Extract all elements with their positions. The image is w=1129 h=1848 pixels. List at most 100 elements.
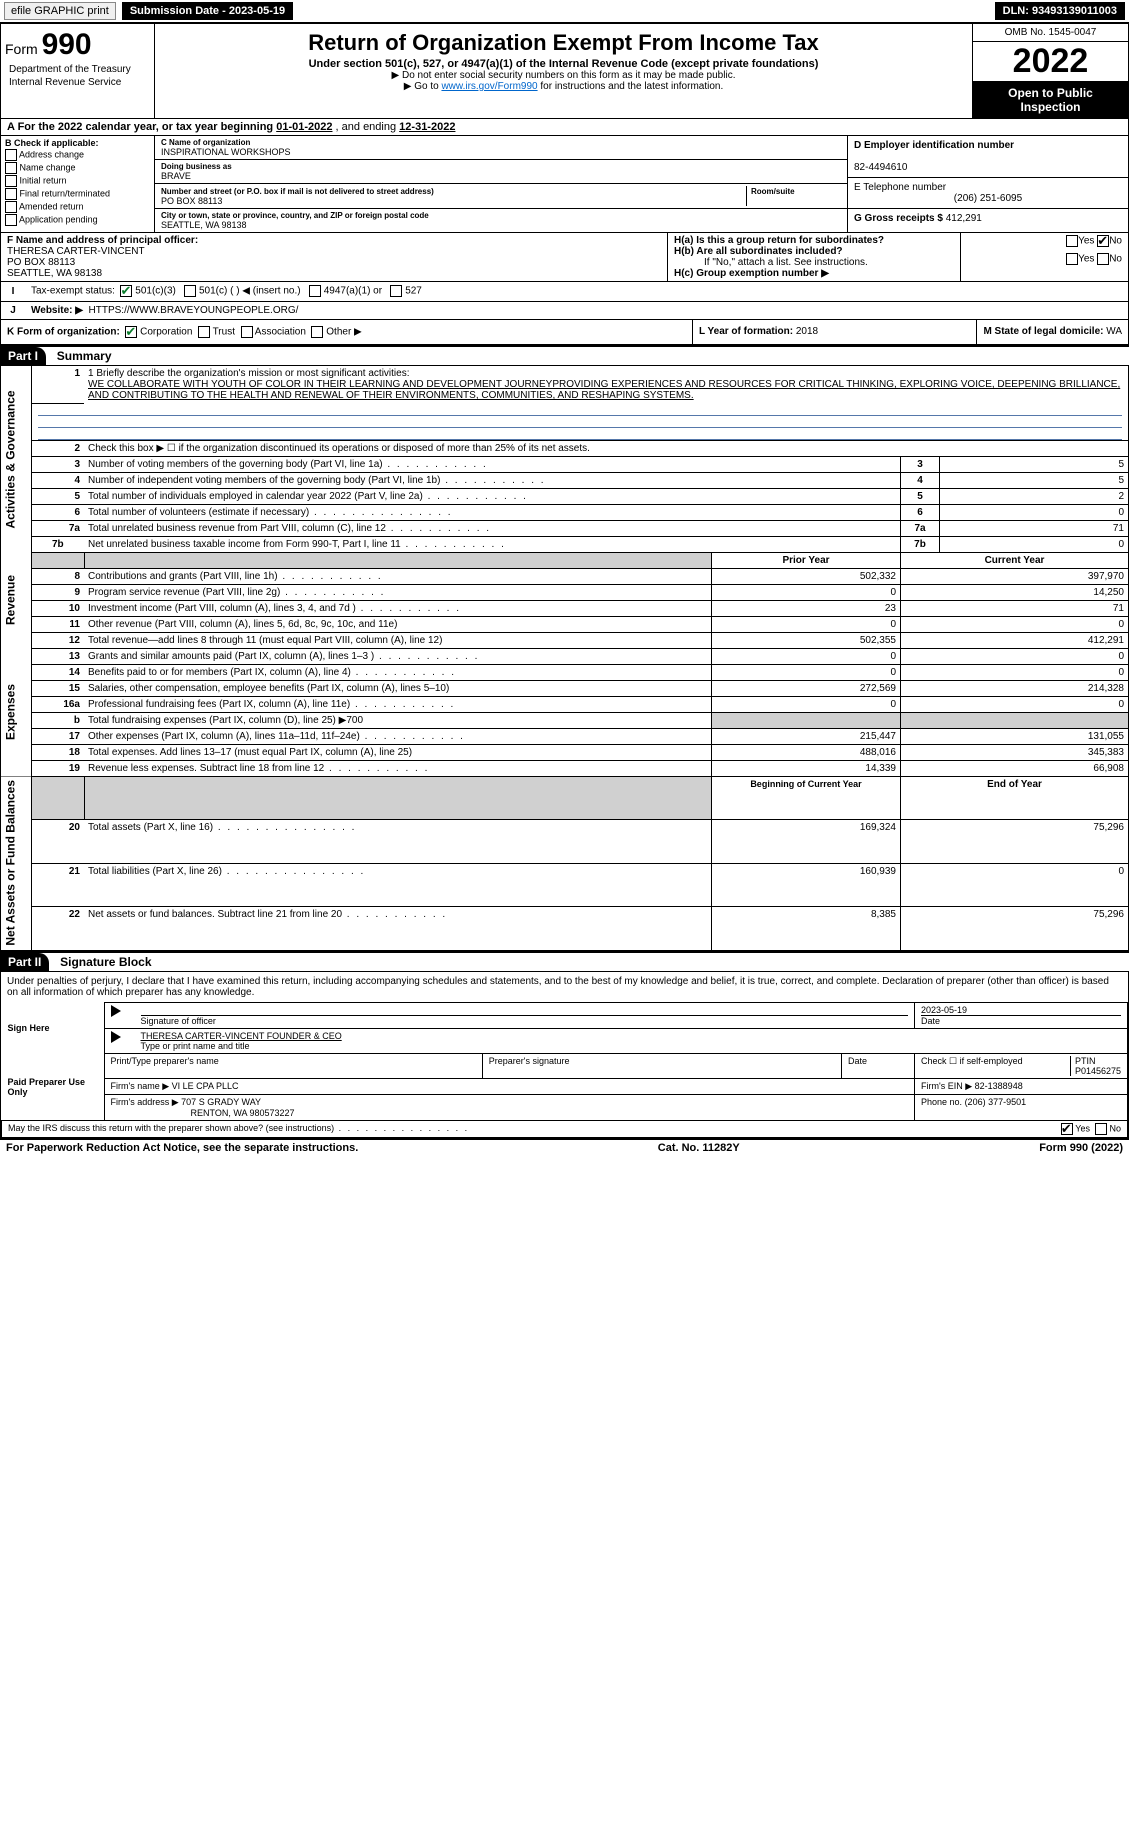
side-netassets: Net Assets or Fund Balances [1,776,32,951]
chk-initial-return[interactable]: Initial return [5,175,150,187]
chk-corp[interactable] [125,326,137,338]
part2-badge: Part II [0,953,49,971]
section-h-yesno: Yes No Yes No [961,233,1128,281]
chk-4947[interactable] [309,285,321,297]
note-ssn: ▶ Do not enter social security numbers o… [161,70,966,81]
officer-addr1: PO BOX 88113 [7,257,75,268]
state-dom-val: WA [1106,326,1122,337]
section-b-checkboxes: B Check if applicable: Address change Na… [1,136,155,232]
chk-other[interactable] [311,326,323,338]
exp-row: 17Other expenses (Part IX, column (A), l… [1,728,1129,744]
prep-phone-val: (206) 377-9501 [965,1097,1027,1107]
col-current: Current Year [901,552,1129,568]
sig-officer-lbl: Signature of officer [141,1015,909,1026]
col-eoy: End of Year [901,776,1129,820]
discuss-yes[interactable] [1061,1123,1073,1135]
city-value: SEATTLE, WA 98138 [161,220,841,230]
open-public-badge: Open to Public Inspection [973,82,1128,118]
gross-value: 412,291 [946,213,982,224]
section-a-period: A For the 2022 calendar year, or tax yea… [0,119,1129,136]
summary-table: Activities & Governance 1 1 Briefly desc… [0,365,1129,951]
section-klm: K Form of organization: Corporation Trus… [0,320,1129,345]
page-footer: For Paperwork Reduction Act Notice, see … [0,1139,1129,1156]
firm-addr-lbl: Firm's address ▶ [111,1097,179,1107]
officer-lbl: F Name and address of principal officer: [7,235,198,246]
sign-here-lbl: Sign Here [2,1003,105,1054]
exp-row: 14Benefits paid to or for members (Part … [1,664,1129,680]
chk-address-change[interactable]: Address change [5,149,150,161]
city-lbl: City or town, state or province, country… [161,211,841,220]
officer-name: THERESA CARTER-VINCENT [7,246,145,257]
prep-phone-lbl: Phone no. [921,1097,962,1107]
firm-ein-lbl: Firm's EIN ▶ [921,1081,972,1091]
ein-lbl: D Employer identification number [854,140,1014,151]
footer-right: Form 990 (2022) [1039,1142,1123,1154]
sig-date: 2023-05-19 [921,1005,967,1015]
website-lbl: Website: ▶ [31,305,83,316]
line2-text: Check this box ▶ ☐ if the organization d… [84,440,1129,456]
mission-text: WE COLLABORATE WITH YOUTH OF COLOR IN TH… [88,379,1120,401]
tax-year: 2022 [973,42,1128,82]
ha-yes[interactable] [1066,235,1078,247]
gov-row: 4Number of independent voting members of… [1,472,1129,488]
gov-row: 5Total number of individuals employed in… [1,488,1129,504]
hb-no[interactable] [1097,253,1109,265]
rev-row: 10Investment income (Part VIII, column (… [1,600,1129,616]
dln-label: DLN: 93493139011003 [995,2,1125,20]
discuss-text: May the IRS discuss this return with the… [8,1123,469,1133]
firm-name-lbl: Firm's name ▶ [111,1081,170,1091]
state-dom-lbl: M State of legal domicile: [983,326,1103,337]
rev-row: 12Total revenue—add lines 8 through 11 (… [1,632,1129,648]
firm-ein-val: 82-1388948 [975,1081,1023,1091]
form-subtitle: Under section 501(c), 527, or 4947(a)(1)… [161,58,966,70]
arrow-icon [111,1005,121,1017]
firm-name-val: VI LE CPA PLLC [172,1081,239,1091]
chk-name-change[interactable]: Name change [5,162,150,174]
chk-527[interactable] [390,285,402,297]
arrow-icon [111,1031,121,1043]
section-j-website: J Website: ▶ HTTPS://WWW.BRAVEYOUNGPEOPL… [0,302,1129,320]
ptin-val: P01456275 [1075,1066,1121,1076]
form-number: Form 990 [5,28,150,62]
submission-date-btn[interactable]: Submission Date - 2023-05-19 [122,2,293,20]
chk-trust[interactable] [198,326,210,338]
hb-text: H(b) Are all subordinates included? [674,246,843,257]
officer-group-block: F Name and address of principal officer:… [0,233,1129,282]
efile-print-btn[interactable]: efile GRAPHIC print [4,2,116,20]
irs-link[interactable]: www.irs.gov/Form990 [441,81,537,92]
part1-header-row: Part I Summary [0,345,1129,365]
discuss-no[interactable] [1095,1123,1107,1135]
gov-row: 6Total number of volunteers (estimate if… [1,504,1129,520]
officer-name-val: THERESA CARTER-VINCENT FOUNDER & CEO [141,1031,342,1041]
hb-note: If "No," attach a list. See instructions… [674,257,954,268]
org-name: INSPIRATIONAL WORKSHOPS [161,147,841,157]
hb-yes[interactable] [1066,253,1078,265]
section-c-org: C Name of organization INSPIRATIONAL WOR… [155,136,847,232]
exp-row: 16aProfessional fundraising fees (Part I… [1,696,1129,712]
col-prior: Prior Year [712,552,901,568]
gross-lbl: G Gross receipts $ [854,213,943,224]
chk-501c[interactable] [184,285,196,297]
part2-title: Signature Block [52,955,151,969]
year-form-val: 2018 [796,326,818,337]
ha-no[interactable] [1097,235,1109,247]
prep-sig-lbl: Preparer's signature [482,1054,841,1079]
note2-suffix: for instructions and the latest informat… [538,81,724,92]
gov-row: 7aTotal unrelated business revenue from … [1,520,1129,536]
exp-row: 19Revenue less expenses. Subtract line 1… [1,760,1129,776]
chk-amended[interactable]: Amended return [5,201,150,213]
form-num-big: 990 [42,28,92,61]
chk-501c3[interactable] [120,285,132,297]
date-lbl: Date [921,1015,1121,1026]
section-f-officer: F Name and address of principal officer:… [1,233,668,281]
ein-value: 82-4494610 [854,162,907,173]
chk-assoc[interactable] [241,326,253,338]
org-name-lbl: C Name of organization [161,138,841,147]
exp-row: 15Salaries, other compensation, employee… [1,680,1129,696]
chk-app-pending[interactable]: Application pending [5,214,150,226]
period-mid: , and ending [336,121,400,133]
chk-final-return[interactable]: Final return/terminated [5,188,150,200]
signature-block: Under penalties of perjury, I declare th… [0,971,1129,1139]
room-lbl: Room/suite [751,187,795,196]
footer-left: For Paperwork Reduction Act Notice, see … [6,1142,358,1154]
